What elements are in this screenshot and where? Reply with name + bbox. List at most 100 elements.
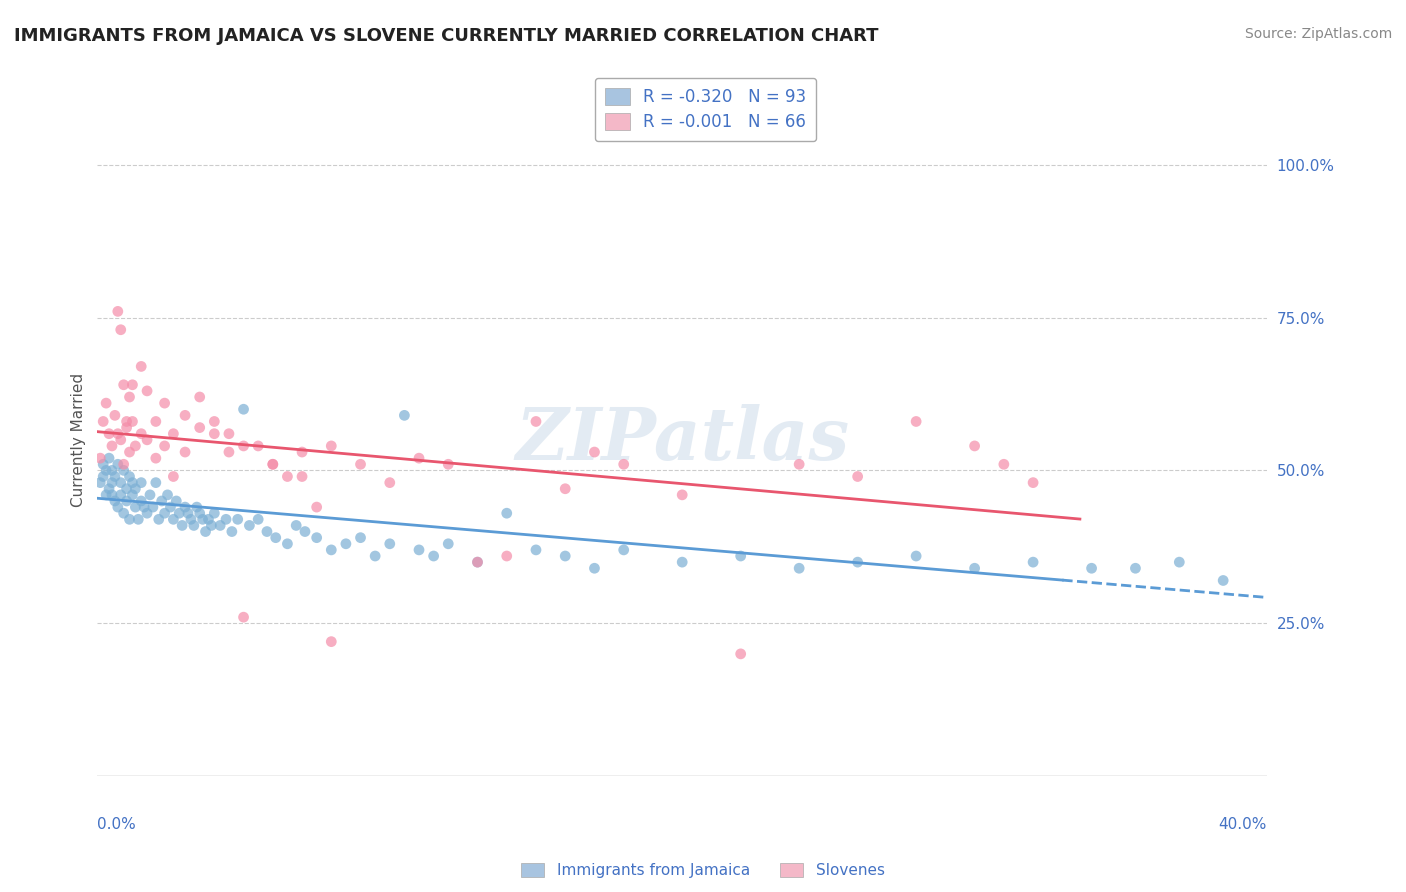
Point xyxy=(264,531,287,545)
Point xyxy=(408,451,430,466)
Point xyxy=(787,561,810,575)
Point xyxy=(167,506,190,520)
Point xyxy=(262,457,284,471)
Point xyxy=(110,488,132,502)
Point xyxy=(846,469,869,483)
Point xyxy=(218,426,240,441)
Point xyxy=(162,469,184,483)
Point xyxy=(98,426,121,441)
Point xyxy=(422,549,444,563)
Point xyxy=(174,409,197,423)
Point xyxy=(110,475,132,490)
Point xyxy=(1080,561,1102,575)
Point xyxy=(104,469,127,483)
Point xyxy=(118,390,141,404)
Point xyxy=(118,512,141,526)
Point xyxy=(467,555,489,569)
Point xyxy=(94,463,117,477)
Point xyxy=(89,451,111,466)
Point xyxy=(524,542,547,557)
Point xyxy=(613,457,636,471)
Point xyxy=(174,500,197,514)
Point xyxy=(180,512,202,526)
Point xyxy=(671,488,693,502)
Point xyxy=(129,426,152,441)
Point xyxy=(91,415,114,429)
Point xyxy=(583,561,606,575)
Point xyxy=(191,512,214,526)
Point xyxy=(846,555,869,569)
Point xyxy=(183,518,205,533)
Point xyxy=(104,409,127,423)
Point xyxy=(305,500,328,514)
Point xyxy=(730,647,752,661)
Point xyxy=(145,451,167,466)
Point xyxy=(107,457,129,471)
Point xyxy=(110,323,132,337)
Point xyxy=(232,402,254,417)
Point xyxy=(291,445,314,459)
Point xyxy=(112,463,135,477)
Point xyxy=(107,500,129,514)
Point xyxy=(276,537,298,551)
Point xyxy=(139,488,162,502)
Point xyxy=(993,457,1015,471)
Point xyxy=(262,457,284,471)
Point xyxy=(467,555,489,569)
Point xyxy=(136,433,159,447)
Point xyxy=(177,506,200,520)
Point xyxy=(121,475,143,490)
Point xyxy=(321,542,343,557)
Point xyxy=(364,549,387,563)
Point xyxy=(905,415,928,429)
Point xyxy=(142,500,165,514)
Y-axis label: Currently Married: Currently Married xyxy=(72,373,86,507)
Point xyxy=(188,506,211,520)
Point xyxy=(162,512,184,526)
Point xyxy=(1022,555,1045,569)
Point xyxy=(394,409,416,423)
Point xyxy=(91,469,114,483)
Point xyxy=(305,531,328,545)
Point xyxy=(232,439,254,453)
Point xyxy=(153,396,176,410)
Text: 0.0%: 0.0% xyxy=(97,816,136,831)
Point xyxy=(150,494,173,508)
Point xyxy=(136,384,159,398)
Point xyxy=(104,494,127,508)
Point xyxy=(378,537,401,551)
Point xyxy=(321,634,343,648)
Point xyxy=(963,439,986,453)
Point xyxy=(148,512,170,526)
Point xyxy=(165,494,187,508)
Point xyxy=(129,494,152,508)
Point xyxy=(129,475,152,490)
Point xyxy=(112,377,135,392)
Point xyxy=(247,439,270,453)
Point xyxy=(112,457,135,471)
Point xyxy=(127,512,149,526)
Point xyxy=(524,415,547,429)
Point xyxy=(98,451,121,466)
Point xyxy=(247,512,270,526)
Point xyxy=(202,506,225,520)
Point xyxy=(134,500,156,514)
Point xyxy=(215,512,238,526)
Legend: Immigrants from Jamaica, Slovenes: Immigrants from Jamaica, Slovenes xyxy=(516,857,890,884)
Point xyxy=(197,512,219,526)
Point xyxy=(124,439,146,453)
Point xyxy=(583,445,606,459)
Point xyxy=(121,415,143,429)
Point xyxy=(121,377,143,392)
Point xyxy=(101,439,124,453)
Point xyxy=(112,506,135,520)
Point xyxy=(232,610,254,624)
Point xyxy=(101,475,124,490)
Point xyxy=(136,506,159,520)
Point xyxy=(124,500,146,514)
Point xyxy=(1022,475,1045,490)
Point xyxy=(285,518,308,533)
Point xyxy=(963,561,986,575)
Point xyxy=(335,537,357,551)
Point xyxy=(162,426,184,441)
